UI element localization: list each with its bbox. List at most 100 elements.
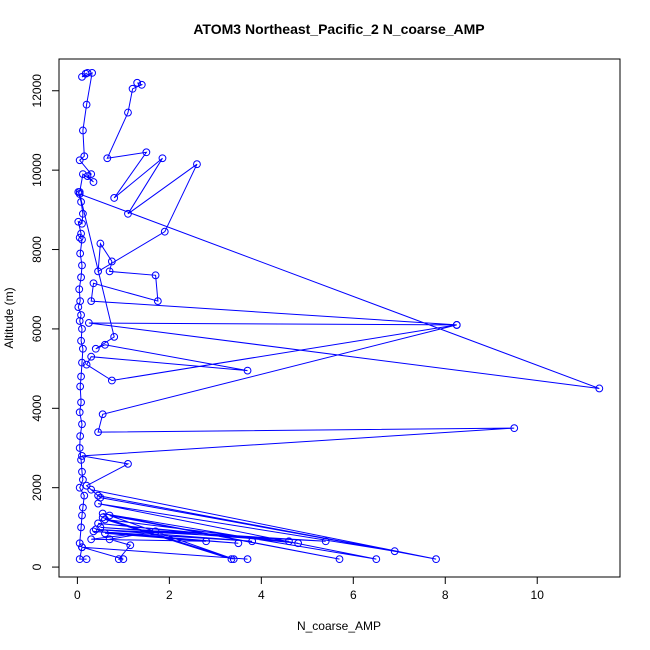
data-point [137,80,146,89]
data-point [77,273,85,282]
data-point [124,209,132,218]
data-point [75,190,84,198]
data-point [82,481,91,490]
data-point [74,303,83,311]
data-point [78,235,86,244]
data-point [87,535,96,544]
data-point [75,408,84,417]
data-point [79,344,87,353]
data-point [153,297,162,306]
data-point [75,285,84,294]
x-tick-label: 10 [531,588,545,602]
plot-frame [58,58,621,578]
chart-title: ATOM3 Northeast_Pacific_2 N_coarse_AMP [193,21,484,37]
data-point [79,503,87,512]
data-point [75,233,84,242]
data-point [595,384,604,393]
data-point [202,537,211,546]
y-tick-label: 10000 [30,153,44,187]
data-point [89,527,98,536]
data-point [101,529,109,538]
data-point [158,154,167,163]
data-point [75,539,84,548]
data-point [98,410,107,419]
data-point [124,108,132,117]
data-point [160,227,169,236]
data-point [105,267,114,276]
data-point [110,332,119,341]
data-point [78,325,86,333]
data-point [76,432,85,440]
data-point [82,100,91,109]
data-point [96,523,105,532]
data-point [243,366,252,375]
data-point [227,555,236,564]
data-point [87,297,96,306]
data-point [133,78,142,87]
data-point [91,344,100,353]
x-tick-label: 6 [350,588,357,602]
y-axis-label: Altitude (m) [2,287,16,348]
data-point [510,424,519,433]
data-point [452,321,461,329]
data-point [78,219,86,228]
data-point [101,340,109,349]
data-point [94,267,102,276]
y-tick-label: 0 [30,563,44,570]
data-point [87,352,96,361]
x-axis-label: N_coarse_AMP [297,619,381,633]
data-point [142,148,151,157]
data-point [74,188,83,196]
data-point [75,444,84,452]
series-layer [74,68,604,564]
data-point [77,398,85,407]
data-point [107,376,116,385]
y-tick-label: 4000 [30,395,44,422]
data-point [77,372,85,381]
data-point [432,555,440,564]
data-point [88,68,97,77]
data-point [321,537,330,546]
data-point [243,555,252,564]
data-point [78,543,86,552]
data-point [114,555,123,564]
data-point [79,170,87,179]
y-axis: 0 2000 4000 6000 8000 10000 12000 [30,74,60,570]
data-point [91,525,100,534]
data-point [75,483,84,492]
data-point [110,194,119,202]
data-point [151,527,160,536]
data-point [128,84,137,93]
y-tick-label: 8000 [30,236,44,263]
data-point [78,72,86,81]
data-point [105,535,114,544]
data-point [126,541,135,550]
data-point [101,515,109,524]
data-point [79,126,87,135]
x-tick-label: 2 [166,588,173,602]
data-point [79,209,87,218]
data-point [234,539,243,548]
y-tick-label: 6000 [30,315,44,342]
data-point [103,154,112,163]
x-tick-label: 8 [442,588,449,602]
data-point [78,420,86,429]
data-point [87,170,96,179]
x-axis: 0 2 4 6 8 10 [74,576,545,602]
data-point [83,172,92,180]
data-point [78,358,86,367]
data-point [79,475,87,484]
y-tick-label: 2000 [30,474,44,501]
data-point [193,160,201,169]
data-point [390,547,399,556]
data-point [77,456,85,464]
data-point [335,555,344,564]
data-point [76,249,85,258]
data-point [75,156,84,165]
data-point [105,511,114,520]
data-point [151,271,160,280]
data-point [98,513,107,522]
data-point [77,229,85,238]
data-point [107,257,116,266]
